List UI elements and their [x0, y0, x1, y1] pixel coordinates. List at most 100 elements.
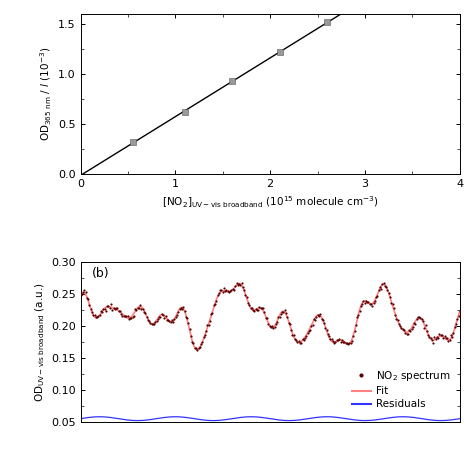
Point — [158, 310, 165, 318]
Point — [283, 313, 291, 321]
Point — [228, 77, 236, 85]
Point — [273, 318, 281, 326]
Point — [121, 312, 129, 320]
Point — [390, 305, 398, 312]
Point — [196, 343, 204, 351]
Point — [201, 331, 209, 339]
Point — [281, 306, 289, 313]
Point — [83, 294, 91, 302]
Point — [272, 320, 280, 328]
Point — [223, 287, 230, 294]
Point — [168, 317, 176, 324]
Point — [292, 336, 300, 344]
Point — [199, 338, 206, 346]
Point — [448, 333, 456, 341]
Point — [408, 325, 415, 332]
Point — [163, 316, 171, 323]
Point — [360, 297, 367, 305]
Point — [107, 301, 115, 308]
Point — [176, 306, 183, 313]
Point — [218, 286, 225, 294]
Point — [352, 321, 360, 329]
Point — [427, 335, 434, 342]
Point — [208, 310, 215, 318]
Point — [169, 319, 177, 326]
Point — [79, 288, 87, 295]
Point — [333, 336, 340, 344]
Point — [153, 317, 161, 325]
Point — [290, 331, 297, 339]
Point — [454, 315, 461, 322]
Point — [371, 297, 379, 305]
Point — [445, 337, 452, 345]
Point — [313, 314, 320, 321]
Point — [97, 308, 105, 315]
Point — [131, 305, 139, 313]
Point — [379, 280, 386, 288]
Point — [88, 308, 96, 315]
Point — [238, 279, 246, 287]
Point — [271, 323, 278, 331]
Point — [255, 306, 262, 314]
Point — [368, 302, 376, 310]
Point — [314, 311, 321, 319]
Point — [392, 316, 400, 323]
Point — [197, 340, 205, 348]
Point — [300, 336, 308, 344]
Point — [323, 18, 331, 26]
Point — [383, 283, 390, 291]
Point — [456, 308, 464, 315]
Point — [381, 282, 389, 290]
Point — [258, 304, 266, 312]
Point — [103, 302, 111, 310]
Point — [372, 293, 380, 301]
Point — [137, 305, 145, 313]
Point — [436, 330, 443, 338]
Point — [90, 311, 97, 319]
Point — [118, 313, 126, 320]
Point — [200, 333, 208, 340]
Point — [77, 292, 84, 299]
Point — [187, 332, 195, 340]
Point — [301, 334, 309, 342]
Point — [420, 324, 428, 332]
Point — [334, 336, 342, 344]
Point — [302, 332, 310, 339]
Point — [190, 340, 197, 347]
Point — [247, 305, 255, 312]
Point — [439, 334, 447, 342]
Point — [91, 311, 98, 319]
Point — [164, 316, 172, 324]
Point — [430, 333, 438, 341]
Point — [339, 338, 347, 346]
Point — [96, 311, 103, 319]
Point — [219, 288, 227, 296]
Point — [105, 302, 112, 310]
Point — [385, 290, 392, 297]
Point — [263, 314, 271, 322]
Point — [146, 319, 154, 327]
Point — [351, 327, 358, 335]
Point — [405, 327, 413, 334]
Point — [157, 313, 164, 321]
Point — [400, 326, 408, 334]
Point — [188, 338, 196, 346]
Point — [364, 298, 371, 305]
Point — [345, 340, 352, 347]
Point — [282, 309, 290, 317]
Point — [135, 304, 143, 312]
Point — [404, 330, 411, 338]
Point — [349, 332, 357, 340]
Point — [129, 313, 137, 321]
Point — [239, 283, 246, 291]
Point — [93, 314, 101, 321]
Point — [336, 336, 343, 343]
Point — [298, 339, 305, 346]
Point — [348, 337, 356, 345]
Point — [332, 338, 339, 346]
Point — [234, 281, 242, 289]
Point — [183, 314, 191, 321]
Point — [324, 331, 332, 338]
Point — [109, 306, 116, 313]
Point — [174, 308, 182, 316]
